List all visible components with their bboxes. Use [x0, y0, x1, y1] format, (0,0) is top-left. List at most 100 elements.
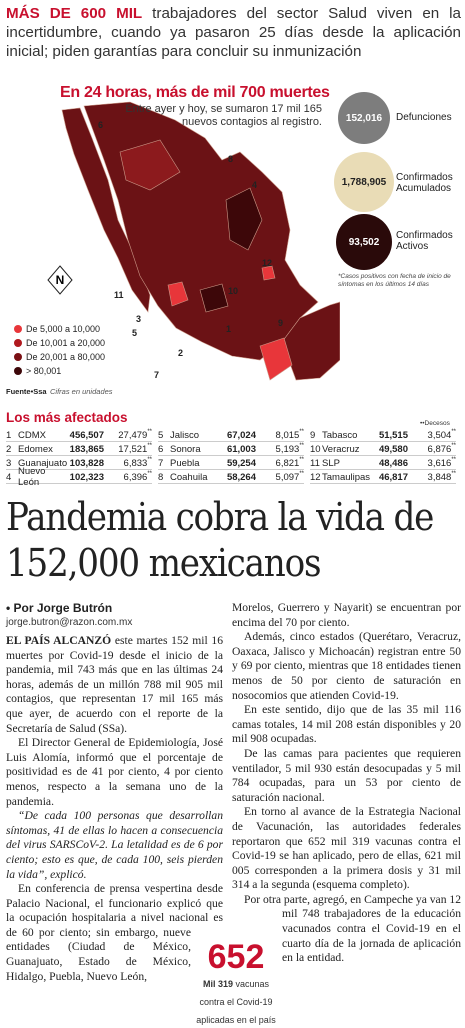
- state: SLP: [322, 458, 368, 469]
- state-light: [259, 337, 293, 381]
- deaths: 17,521**: [104, 443, 152, 454]
- confirmed: 183,865: [64, 444, 104, 455]
- compass-label: N: [56, 273, 65, 287]
- rank-text: 9: [310, 429, 316, 441]
- stat-value: 93,502: [336, 214, 392, 270]
- state-text: Sonora: [170, 443, 201, 455]
- state: Edomex: [18, 444, 64, 455]
- stat-label: Confirmados Activos: [396, 230, 453, 252]
- confirmed: 51,515: [368, 430, 408, 441]
- deaths-text: 6,396: [123, 471, 148, 483]
- confirmed-text: 48,486: [378, 457, 408, 469]
- rank-text: 7: [158, 457, 164, 469]
- paragraph: De las camas para pacientes que requiere…: [232, 746, 461, 804]
- confirmed: 48,486: [368, 458, 408, 469]
- table-row: 4 Nuevo León 102,323 6,396**: [6, 466, 152, 488]
- state: Coahuila: [170, 472, 216, 483]
- deaths-text: 3,848: [427, 471, 452, 483]
- marker: **: [147, 443, 152, 450]
- table-row: 5 Jalisco 67,024 8,015**: [158, 429, 304, 442]
- deaths-text: 5,097: [275, 471, 300, 483]
- confirmed: 58,264: [216, 472, 256, 483]
- state-text: Edomex: [18, 443, 53, 455]
- confirmed-text: 46,817: [378, 471, 408, 483]
- deaths-text: 5,193: [275, 443, 300, 455]
- rank: 3: [6, 458, 18, 469]
- marker: **: [299, 457, 304, 464]
- map-label: 12: [262, 258, 272, 268]
- state-text: Tamaulipas: [322, 471, 371, 483]
- legend-label: > 80,001: [26, 366, 62, 376]
- marker: **: [451, 471, 456, 478]
- table-row: 3 Guanajuato 103,828 6,833**: [6, 457, 152, 470]
- state-text: Tabasco: [322, 429, 358, 441]
- table-row: 12 Tamaulipas 46,817 3,848**: [310, 471, 456, 484]
- deaths-text: 6,821: [275, 457, 300, 469]
- map-label: 10: [228, 286, 238, 296]
- map-label: 2: [178, 348, 183, 358]
- marker: **: [451, 457, 456, 464]
- deaths-header: ••Decesos: [420, 420, 450, 427]
- deaths: 3,504**: [408, 429, 456, 440]
- legend-item: > 80,001: [14, 366, 61, 376]
- state: Nuevo León: [18, 466, 64, 488]
- map-title: En 24 horas, más de mil 700 muertes: [60, 84, 330, 101]
- deaths: 3,848**: [408, 471, 456, 482]
- state-text: Veracruz: [322, 443, 360, 455]
- stat-value: 1,788,905: [334, 152, 394, 212]
- callout: 652 Mil 319 vacunas contra el Covid-19 a…: [192, 940, 280, 1028]
- legend-label: De 5,000 a 10,000: [26, 324, 101, 334]
- units: Cifras en unidades: [50, 387, 113, 396]
- rank: 9: [310, 430, 322, 441]
- marker: **: [147, 471, 152, 478]
- state-text: Jalisco: [170, 429, 200, 441]
- deaths: 5,097**: [256, 471, 304, 482]
- rank: 4: [6, 472, 18, 483]
- table-row: 11 SLP 48,486 3,616**: [310, 457, 456, 470]
- paragraph: El Director General de Epidemiología, Jo…: [6, 736, 223, 808]
- rank-text: 10: [310, 443, 321, 455]
- marker: **: [451, 443, 456, 450]
- map-label: 5: [132, 328, 137, 338]
- lead-text: trabajadores del sector Salud viven en l…: [6, 5, 461, 60]
- confirmed-text: 58,264: [226, 471, 256, 483]
- confirmed-text: 103,828: [69, 457, 104, 469]
- confirmed: 67,024: [216, 430, 256, 441]
- deaths: 27,479**: [104, 429, 152, 440]
- rank-text: 4: [6, 471, 12, 483]
- confirmed: 59,254: [216, 458, 256, 469]
- rank-text: 12: [310, 471, 321, 483]
- paragraph: Además, cinco estados (Querétaro, Veracr…: [232, 630, 461, 702]
- rank: 6: [158, 444, 170, 455]
- deaths-text: 8,015: [275, 429, 300, 441]
- map-label: 8: [228, 154, 233, 164]
- confirmed-text: 59,254: [226, 457, 256, 469]
- deaths-text: 6,833: [123, 457, 148, 469]
- state: Puebla: [170, 458, 216, 469]
- paragraph: Por otra parte, agregó, en Campeche ya v…: [244, 892, 461, 965]
- confirmed: 456,507: [64, 430, 104, 441]
- state-text: Puebla: [170, 457, 200, 469]
- table-row: 7 Puebla 59,254 6,821**: [158, 457, 304, 470]
- rank: 5: [158, 430, 170, 441]
- rank: 7: [158, 458, 170, 469]
- table-row: 10 Veracruz 49,580 6,876**: [310, 443, 456, 456]
- headline: Pandemia cobra la vida de 152,000 mexica…: [6, 495, 434, 585]
- confirmed: 61,003: [216, 444, 256, 455]
- marker: **: [299, 443, 304, 450]
- deaths-text: 17,521: [118, 443, 148, 455]
- table-title: Los más afectados: [6, 410, 128, 425]
- marker: **: [299, 429, 304, 436]
- rank: 8: [158, 472, 170, 483]
- rank: 10: [310, 444, 322, 455]
- deaths: 8,015**: [256, 429, 304, 440]
- state: Guanajuato: [18, 458, 67, 469]
- marker: **: [451, 429, 456, 436]
- state-dark: [199, 283, 229, 313]
- confirmed: 46,817: [368, 472, 408, 483]
- map-label: 4: [252, 180, 257, 190]
- state-light: [261, 265, 276, 281]
- rank-text: 8: [158, 471, 164, 483]
- source: Fuente•Ssa: [6, 387, 47, 396]
- rank: 2: [6, 444, 18, 455]
